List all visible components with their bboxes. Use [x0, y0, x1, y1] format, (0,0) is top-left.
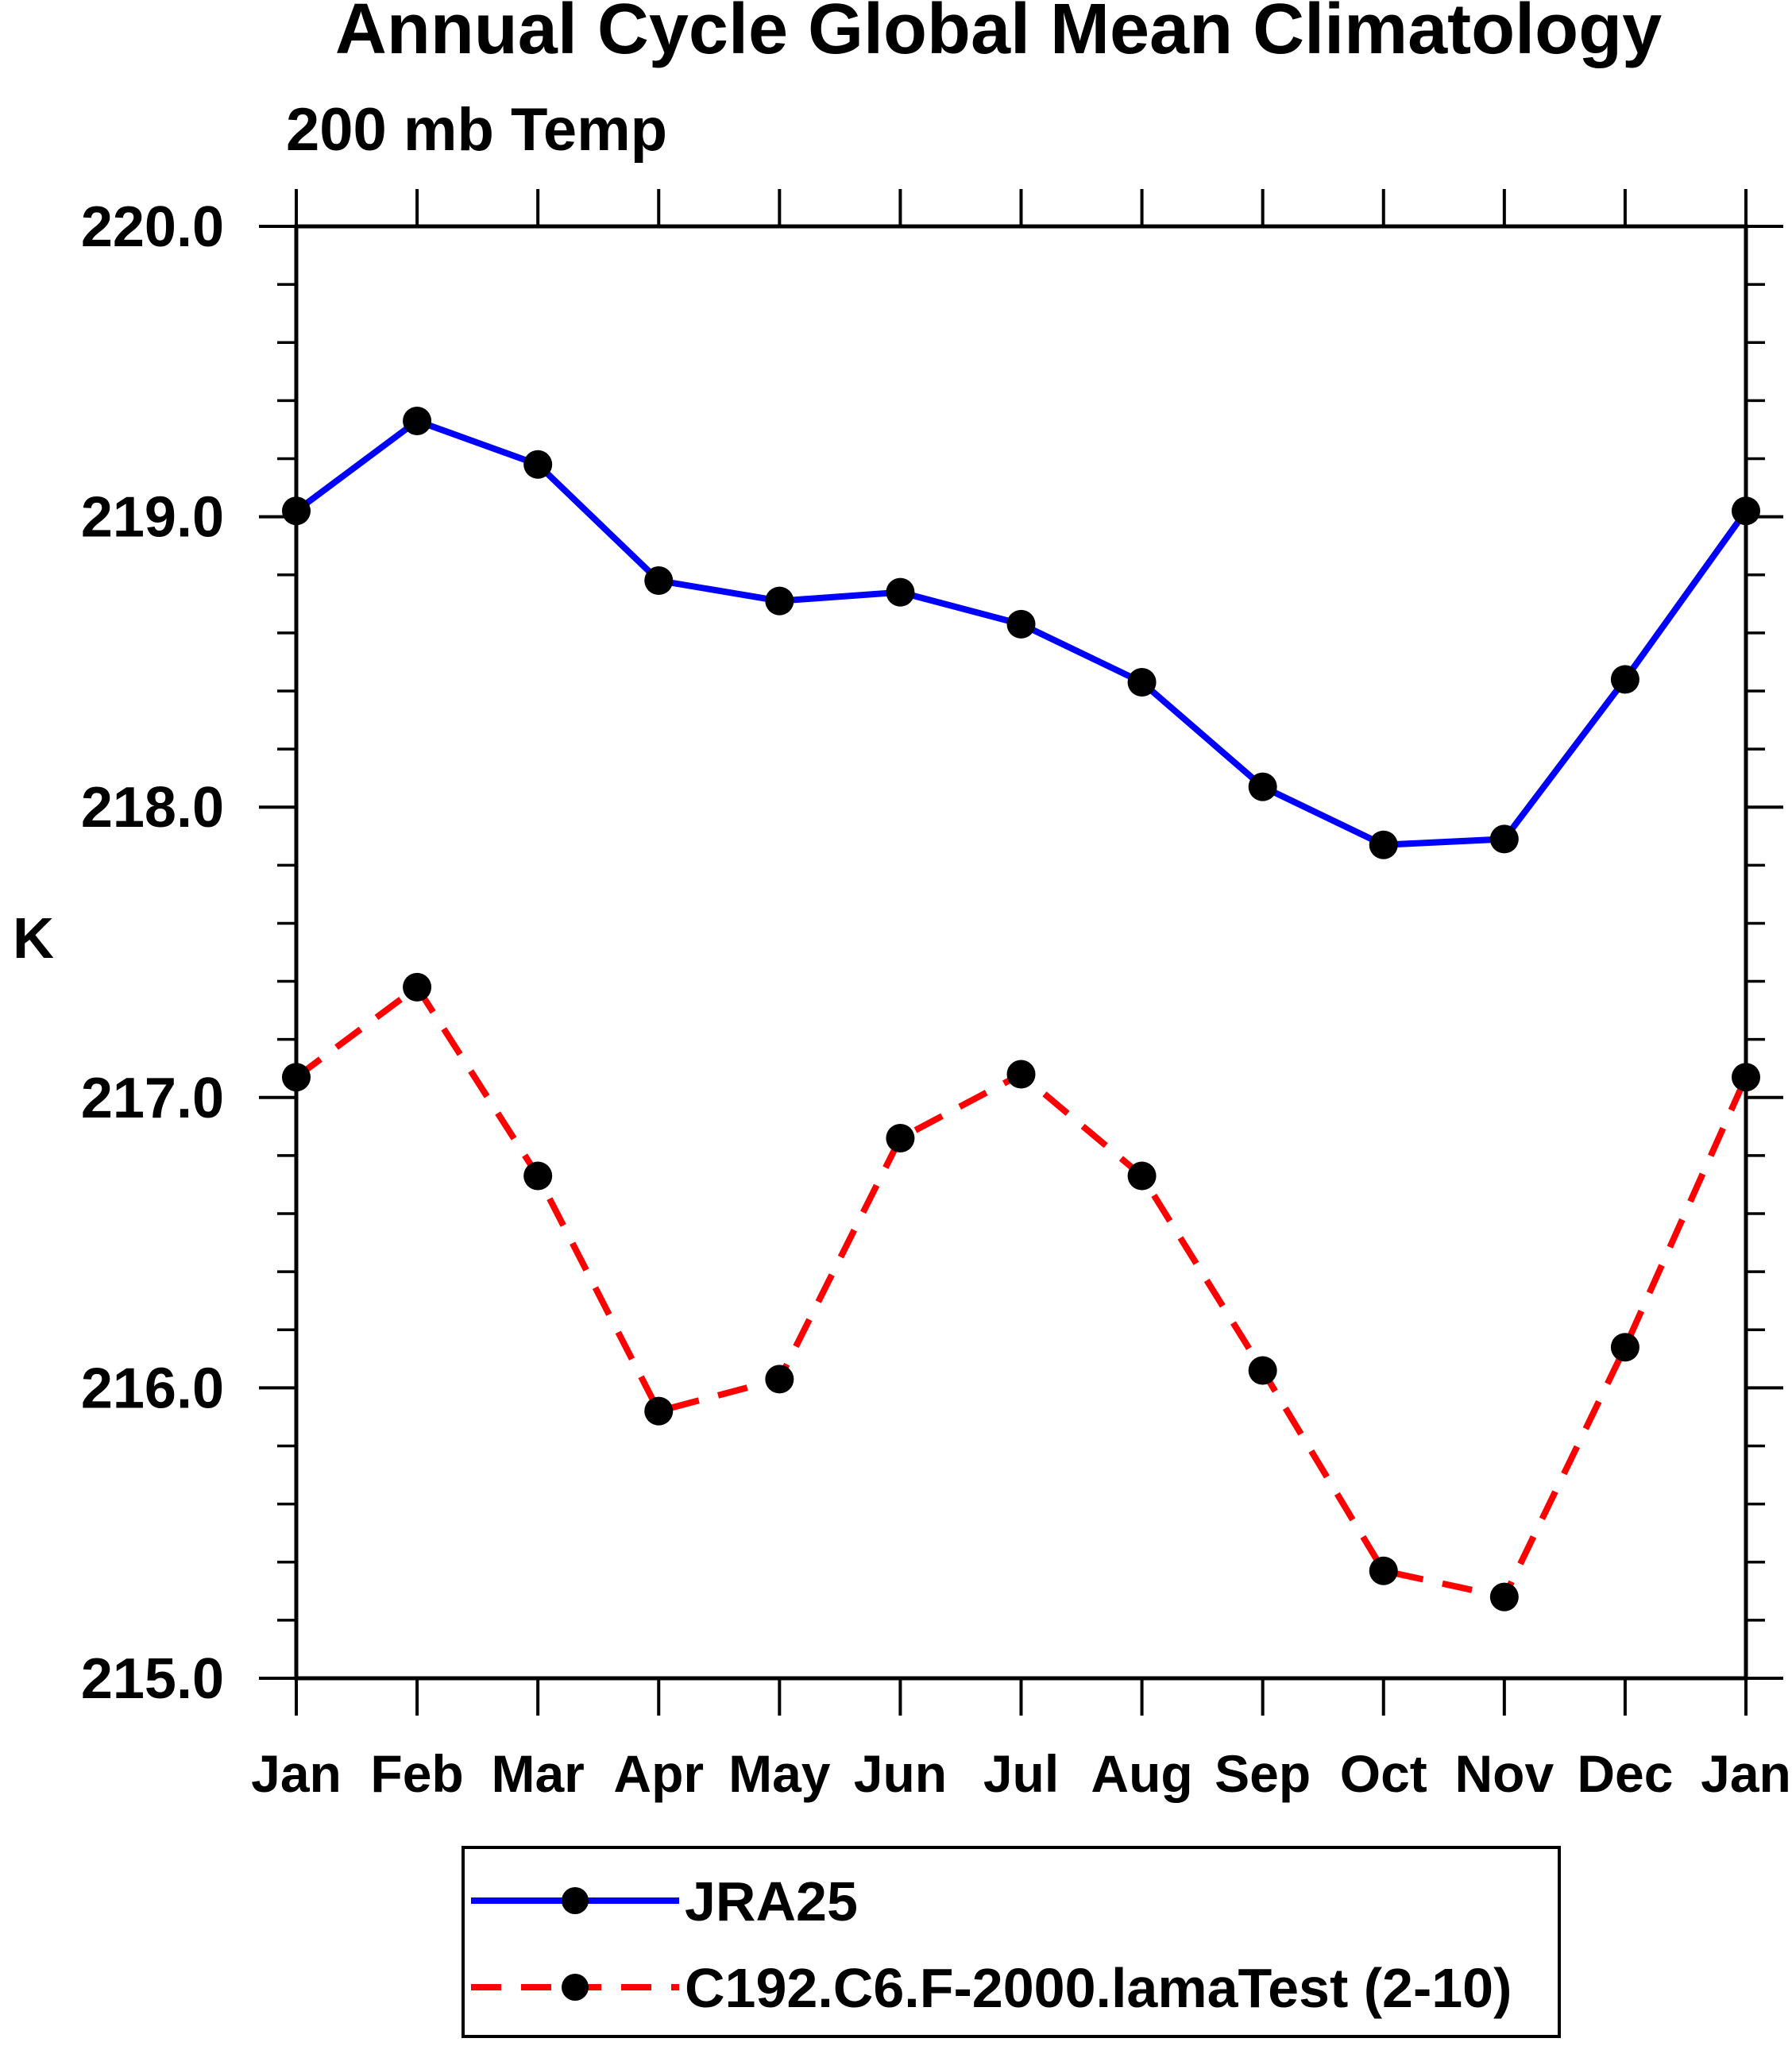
x-tick-label: Dec — [1577, 1744, 1673, 1803]
series-marker — [644, 1396, 674, 1426]
legend-label: C192.C6.F-2000.lamaTest (2-10) — [685, 1957, 1512, 2019]
x-tick-label: Jan — [251, 1744, 342, 1803]
x-tick-label: Apr — [613, 1744, 704, 1803]
x-tick-label: Feb — [370, 1744, 463, 1803]
x-tick-label: Oct — [1340, 1744, 1427, 1803]
legend-marker-sample — [562, 1974, 589, 2001]
y-tick-label: 217.0 — [81, 1067, 224, 1130]
y-tick-label: 215.0 — [81, 1647, 224, 1711]
x-tick-label: Aug — [1091, 1744, 1192, 1803]
y-axis-label: K — [13, 907, 54, 971]
x-tick-label: Jan — [1701, 1744, 1791, 1803]
y-tick-label: 216.0 — [81, 1357, 224, 1420]
series-marker — [1127, 1161, 1157, 1191]
series-marker — [1610, 1333, 1639, 1362]
series-marker — [1248, 1356, 1277, 1385]
series-marker — [1006, 609, 1036, 639]
series-marker — [403, 972, 432, 1002]
y-tick-label: 220.0 — [81, 195, 224, 259]
series-marker — [765, 1365, 794, 1394]
x-tick-label: Nov — [1454, 1744, 1554, 1803]
x-tick-label: Jul — [983, 1744, 1059, 1803]
series-marker — [282, 496, 311, 526]
series-marker — [765, 586, 794, 616]
series-marker — [644, 566, 674, 596]
series-marker — [282, 1063, 311, 1092]
series-marker — [1248, 772, 1277, 801]
series-marker — [886, 1123, 915, 1152]
series-marker — [1489, 824, 1519, 854]
x-tick-label: Mar — [491, 1744, 584, 1803]
legend-label: JRA25 — [685, 1870, 858, 1932]
x-tick-label: Sep — [1215, 1744, 1311, 1803]
x-tick-label: May — [728, 1744, 831, 1803]
chart-subtitle: 200 mb Temp — [286, 96, 668, 164]
series-marker — [1369, 1556, 1398, 1585]
series-marker — [1610, 665, 1639, 694]
chart-title: Annual Cycle Global Mean Climatology — [334, 0, 1663, 69]
series-marker — [1369, 830, 1398, 859]
x-tick-label: Jun — [854, 1744, 947, 1803]
series-marker — [1127, 667, 1157, 697]
y-tick-label: 219.0 — [81, 486, 224, 550]
legend-marker-sample — [562, 1887, 589, 1914]
series-marker — [523, 450, 553, 479]
y-tick-label: 218.0 — [81, 776, 224, 840]
plot-area — [294, 224, 1748, 1681]
series-marker — [403, 406, 432, 435]
series-marker — [1732, 1063, 1760, 1092]
series-marker — [1006, 1060, 1036, 1089]
legend-box — [462, 1846, 1561, 2038]
series-marker — [1732, 496, 1760, 526]
series-marker — [523, 1161, 553, 1191]
series-marker — [1489, 1582, 1519, 1612]
series-marker — [886, 577, 915, 607]
